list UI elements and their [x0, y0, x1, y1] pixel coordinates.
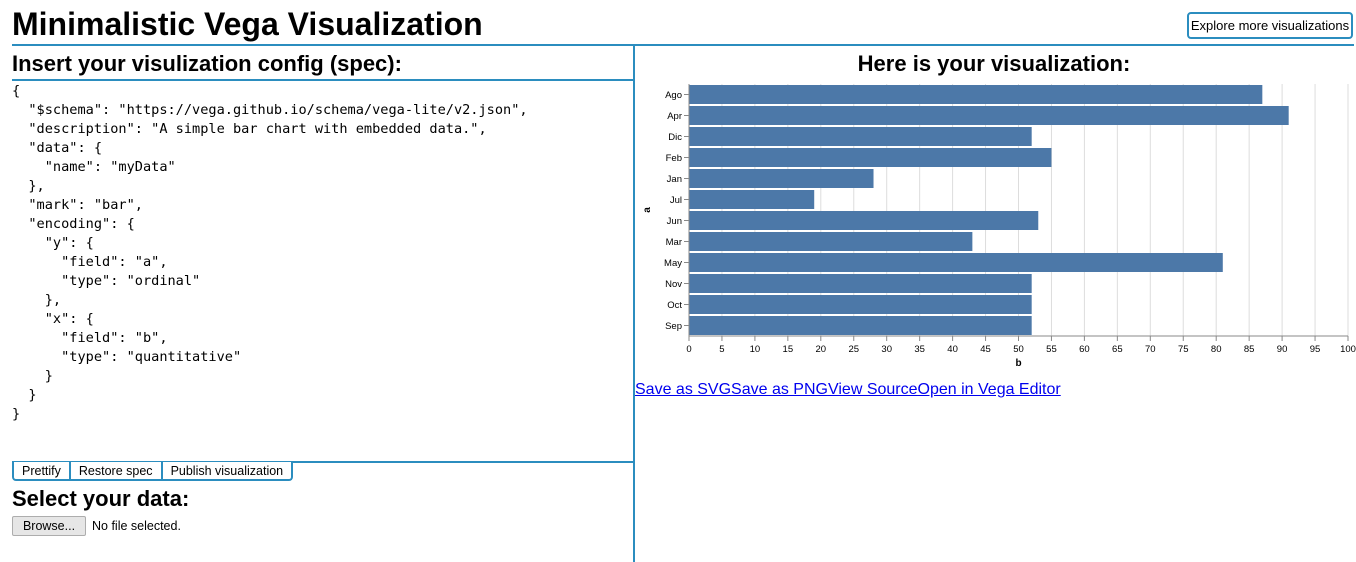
x-tick-label: 35 — [914, 344, 925, 355]
x-tick-label: 100 — [1340, 344, 1356, 355]
x-axis-title: b — [1015, 358, 1021, 369]
bar-oct — [689, 295, 1032, 314]
x-tick-label: 20 — [816, 344, 827, 355]
y-axis-title: a — [642, 207, 653, 213]
y-tick-label: Feb — [666, 153, 682, 164]
spec-heading-divider — [12, 79, 634, 81]
bar-jul — [689, 190, 815, 209]
prettify-button[interactable]: Prettify — [12, 462, 71, 481]
y-tick-label: Dic — [668, 132, 682, 143]
x-tick-label: 60 — [1079, 344, 1090, 355]
x-tick-label: 95 — [1310, 344, 1321, 355]
bar-ago — [689, 85, 1263, 104]
x-tick-label: 90 — [1277, 344, 1288, 355]
x-tick-label: 40 — [947, 344, 958, 355]
x-tick-label: 85 — [1244, 344, 1255, 355]
publish-visualization-button[interactable]: Publish visualization — [160, 462, 294, 481]
bar-nov — [689, 274, 1032, 293]
page-title: Minimalistic Vega Visualization — [12, 6, 483, 42]
bar-mar — [689, 232, 973, 251]
bar-sep — [689, 316, 1032, 335]
x-tick-label: 55 — [1046, 344, 1057, 355]
bar-apr — [689, 106, 1289, 125]
bar-may — [689, 253, 1223, 272]
x-tick-label: 65 — [1112, 344, 1123, 355]
save-svg-link[interactable]: Save as SVG — [635, 381, 732, 398]
view-source-link[interactable]: View Source — [827, 381, 918, 398]
spec-bottom-divider — [12, 461, 634, 463]
browse-button[interactable]: Browse... — [12, 516, 86, 536]
action-links: Save as SVGSave as PNGView SourceOpen in… — [635, 380, 1061, 400]
visualization-heading: Here is your visualization: — [857, 51, 1131, 76]
bar-jan — [689, 169, 874, 188]
file-status: No file selected. — [92, 519, 181, 533]
x-tick-label: 80 — [1211, 344, 1222, 355]
x-tick-label: 45 — [980, 344, 991, 355]
y-tick-label: Mar — [666, 237, 682, 248]
spec-editor[interactable] — [12, 82, 628, 457]
y-tick-label: Sep — [665, 321, 682, 332]
y-tick-label: Oct — [667, 300, 682, 311]
explore-visualizations-button[interactable]: Explore more visualizations — [1187, 12, 1353, 39]
header-divider — [12, 44, 1354, 46]
bar-feb — [689, 148, 1052, 167]
x-tick-label: 15 — [783, 344, 794, 355]
save-png-link[interactable]: Save as PNG — [731, 381, 828, 398]
spec-button-row: Prettify Restore spec Publish visualizat… — [12, 462, 294, 481]
bar-dic — [689, 127, 1032, 146]
x-tick-label: 30 — [881, 344, 892, 355]
y-tick-label: Apr — [667, 111, 682, 122]
open-editor-link[interactable]: Open in Vega Editor — [917, 381, 1061, 398]
bar-jun — [689, 211, 1039, 230]
y-tick-label: Nov — [665, 279, 682, 290]
x-tick-label: 75 — [1178, 344, 1189, 355]
data-heading: Select your data: — [12, 486, 190, 511]
y-tick-label: Jul — [670, 195, 682, 206]
x-tick-label: 5 — [719, 344, 724, 355]
x-tick-label: 25 — [848, 344, 859, 355]
y-tick-label: Ago — [665, 90, 682, 101]
x-tick-label: 0 — [686, 344, 691, 355]
restore-spec-button[interactable]: Restore spec — [68, 462, 163, 481]
y-tick-label: Jun — [667, 216, 682, 227]
spec-heading: Insert your visulization config (spec): — [12, 51, 402, 76]
x-tick-label: 10 — [750, 344, 761, 355]
file-picker: Browse... No file selected. — [12, 516, 181, 536]
x-tick-label: 70 — [1145, 344, 1156, 355]
y-tick-label: Jan — [667, 174, 682, 185]
panel-divider — [633, 44, 635, 562]
bar-chart: Ago Apr Dic Feb Jan Jul Jun Mar May Nov Oct Sep 0 5 10… — [642, 84, 1356, 369]
y-tick-label: May — [664, 258, 682, 269]
x-tick-label: 50 — [1013, 344, 1024, 355]
